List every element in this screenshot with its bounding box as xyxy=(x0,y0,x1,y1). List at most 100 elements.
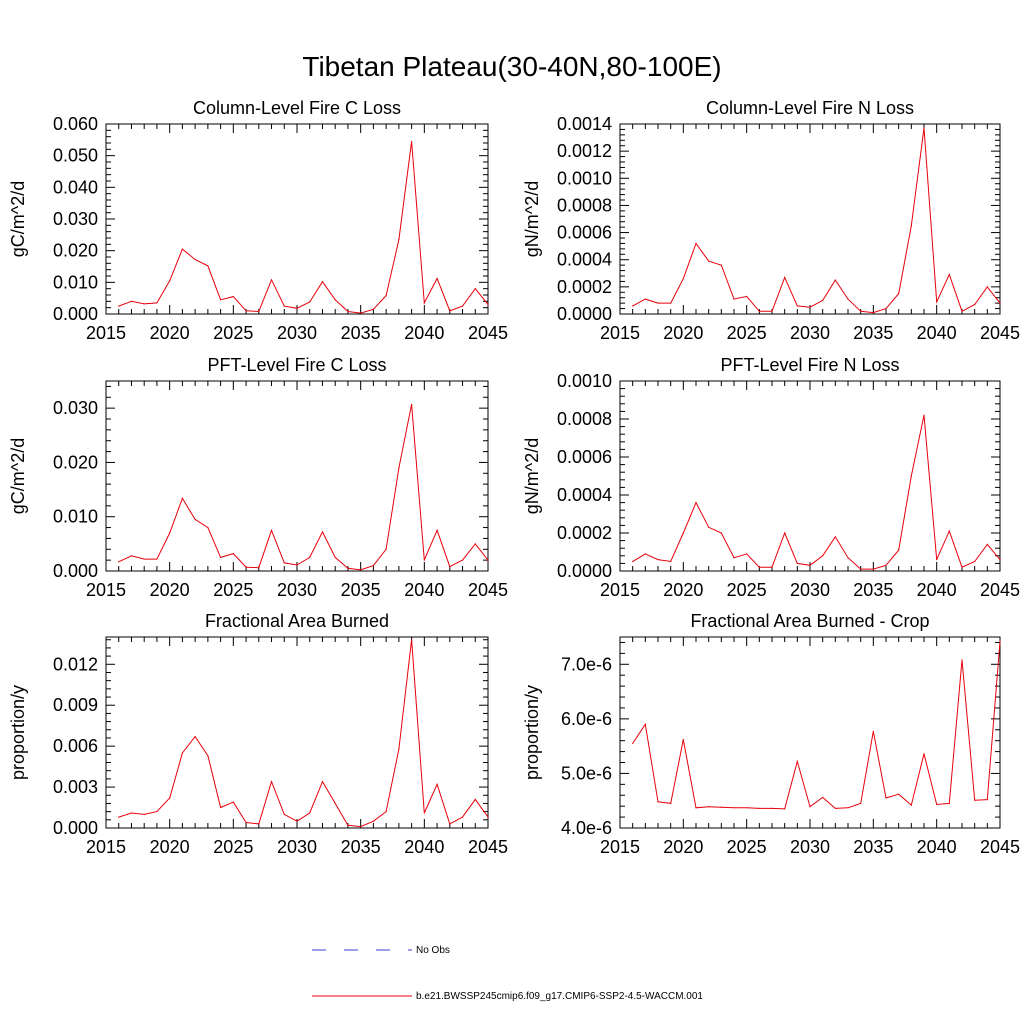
data-point xyxy=(309,301,311,303)
data-point xyxy=(910,804,912,806)
panel-title: PFT-Level Fire C Loss xyxy=(207,355,386,375)
data-point xyxy=(771,310,773,312)
data-point xyxy=(695,807,697,809)
data-point xyxy=(746,807,748,809)
data-point xyxy=(411,140,413,143)
data-point xyxy=(143,558,145,560)
data-point xyxy=(207,526,209,529)
data-point xyxy=(644,723,646,725)
data-point xyxy=(758,566,760,568)
legend-no-obs-label: No Obs xyxy=(416,945,450,956)
x-tick-label: 2025 xyxy=(213,837,253,857)
data-point xyxy=(784,808,786,810)
y-tick-label: 0.010 xyxy=(53,507,98,527)
x-tick-label: 2030 xyxy=(790,323,830,343)
x-tick-label: 2015 xyxy=(600,837,640,857)
data-point xyxy=(885,307,887,310)
data-point xyxy=(898,293,900,295)
data-point xyxy=(986,543,988,546)
data-point xyxy=(923,414,925,416)
data-point xyxy=(334,556,336,559)
data-point xyxy=(695,502,697,504)
data-point xyxy=(474,288,476,290)
data-point xyxy=(449,823,451,825)
data-point xyxy=(860,310,862,312)
data-point xyxy=(169,532,171,534)
x-tick-label: 2030 xyxy=(790,837,830,857)
data-point xyxy=(632,560,634,563)
data-point xyxy=(220,556,222,559)
x-tick-label: 2015 xyxy=(86,580,126,600)
data-point xyxy=(948,274,950,276)
data-point xyxy=(720,532,722,534)
x-tick-label: 2030 xyxy=(790,580,830,600)
y-tick-label: 6.0e-6 xyxy=(561,709,612,729)
data-point xyxy=(334,299,336,301)
data-point xyxy=(245,821,247,824)
panel-2: Column-Level Fire N Loss gN/m^2/d 2015 2020… xyxy=(522,98,1020,343)
data-point xyxy=(360,569,362,571)
data-point xyxy=(270,781,273,783)
data-point xyxy=(270,529,273,531)
data-point xyxy=(118,816,120,818)
data-point xyxy=(436,529,438,531)
data-point xyxy=(258,823,260,825)
data-point xyxy=(974,560,976,563)
data-point xyxy=(834,807,836,809)
y-axis-label: gN/m^2/d xyxy=(522,438,542,514)
data-point xyxy=(670,802,672,805)
x-tick-label: 2040 xyxy=(917,580,957,600)
y-tick-label: 0.0006 xyxy=(557,223,612,243)
data-point xyxy=(796,305,798,307)
data-point xyxy=(910,475,912,477)
data-point xyxy=(321,531,324,533)
data-point xyxy=(398,467,400,469)
plot-frame xyxy=(105,123,489,315)
y-tick-label: 0.0008 xyxy=(557,409,612,429)
data-point xyxy=(156,558,158,560)
data-point xyxy=(181,497,183,499)
data-point xyxy=(784,532,786,534)
data-point xyxy=(398,238,400,241)
data-point xyxy=(372,308,374,310)
y-axis-label: proportion/y xyxy=(522,685,542,780)
y-tick-label: 0.030 xyxy=(53,398,98,418)
data-point xyxy=(695,242,697,245)
panel-6: Fractional Area Burned - Crop proportion/… xyxy=(522,611,1020,857)
data-point xyxy=(245,310,247,312)
data-point xyxy=(948,802,950,805)
data-point xyxy=(974,303,976,306)
x-tick-label: 2045 xyxy=(980,837,1020,857)
data-point xyxy=(746,553,748,555)
y-tick-label: 0.0000 xyxy=(557,561,612,581)
x-tick-label: 2025 xyxy=(213,323,253,343)
y-tick-label: 0.0002 xyxy=(557,277,612,297)
data-point xyxy=(708,806,710,808)
data-point xyxy=(771,807,773,809)
y-axis-label: proportion/y xyxy=(8,685,28,780)
panel-title: Fractional Area Burned xyxy=(205,611,389,631)
data-point xyxy=(860,568,862,570)
y-tick-label: 0.0014 xyxy=(557,114,612,134)
data-point xyxy=(207,265,209,267)
data-point xyxy=(847,807,849,809)
panel-title: Column-Level Fire N Loss xyxy=(706,98,914,118)
y-tick-label: 4.0e-6 xyxy=(561,818,612,838)
data-point xyxy=(796,760,798,763)
data-point xyxy=(487,559,489,561)
y-tick-label: 5.0e-6 xyxy=(561,763,612,783)
data-point xyxy=(220,806,222,809)
x-tick-label: 2025 xyxy=(727,580,767,600)
data-point xyxy=(809,564,811,566)
data-point xyxy=(309,556,311,559)
panels: Column-Level Fire C Loss gC/m^2/d 2015 2020… xyxy=(8,98,1020,857)
y-tick-label: 0.020 xyxy=(53,452,98,472)
data-point xyxy=(321,781,324,783)
x-tick-label: 2020 xyxy=(150,837,190,857)
data-point xyxy=(245,566,247,568)
y-tick-label: 0.040 xyxy=(53,177,98,197)
x-tick-label: 2045 xyxy=(468,580,508,600)
data-point xyxy=(657,302,659,304)
data-point xyxy=(360,312,362,314)
data-point xyxy=(936,559,938,561)
